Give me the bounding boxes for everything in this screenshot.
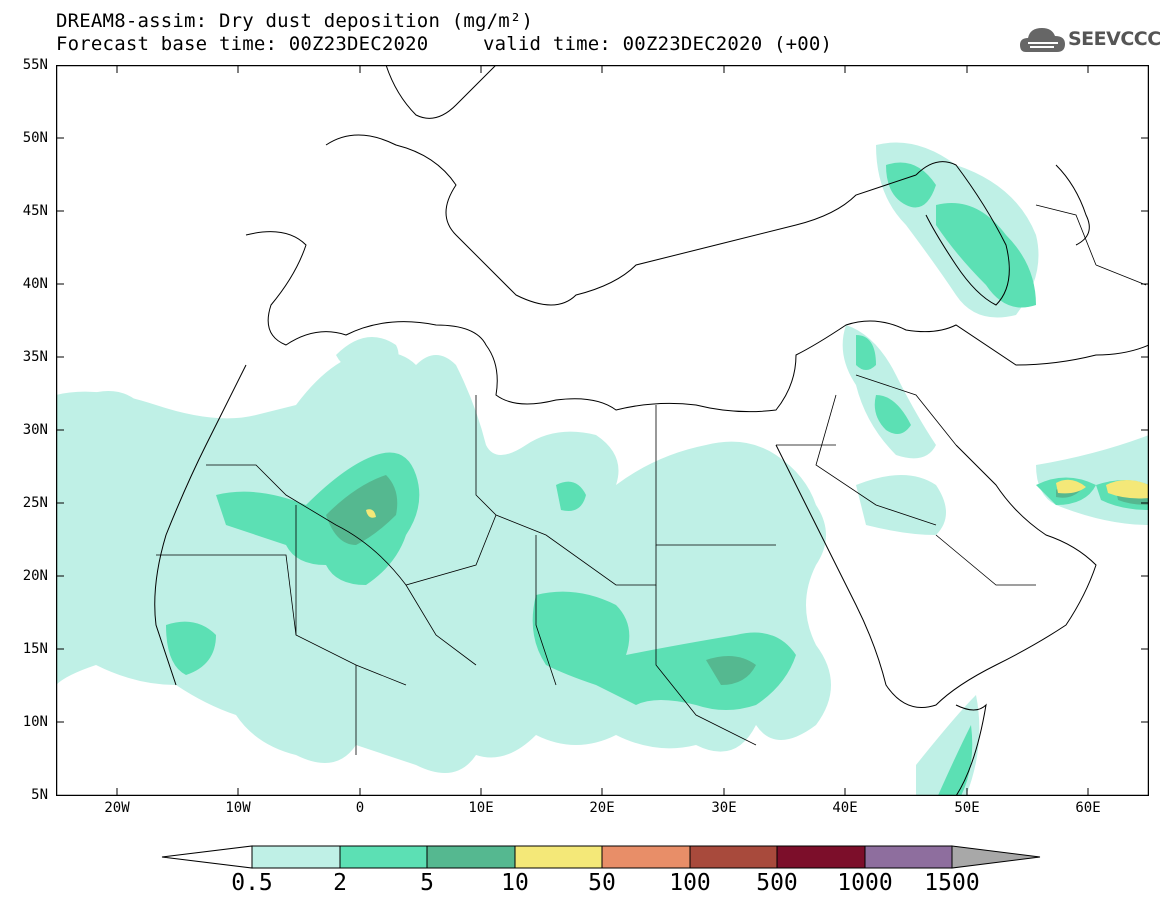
lon-label: 10E — [468, 800, 494, 816]
country-borders — [156, 204, 1147, 755]
lat-label: 50N — [22, 130, 48, 146]
colorbar-label: 0.5 — [231, 870, 273, 896]
forecast-base-time: Forecast base time: 00Z23DEC2020 — [56, 33, 429, 55]
lat-label: 30N — [22, 422, 48, 438]
colorbar-label: 2 — [333, 870, 347, 896]
colorbar-bin — [251, 845, 341, 869]
colorbar-bin — [689, 845, 778, 869]
logo-text: SEEVCCC — [1068, 28, 1161, 50]
colorbar-label: 100 — [669, 870, 711, 896]
lon-label: 50E — [954, 800, 980, 816]
lon-label: 30E — [711, 800, 737, 816]
map-frame — [56, 65, 1149, 796]
lon-label: 40E — [832, 800, 858, 816]
colorbar-low-arrow — [161, 845, 253, 869]
map-area — [56, 65, 1149, 796]
colorbar-high-arrow — [951, 845, 1041, 869]
colorbar-label: 50 — [588, 870, 616, 896]
colorbar-label: 1000 — [837, 870, 893, 896]
lon-label: 10W — [225, 800, 251, 816]
colorbar-bin — [426, 845, 516, 869]
colorbar-bin — [514, 845, 603, 869]
cloud-icon — [1020, 28, 1065, 52]
lat-label: 40N — [22, 276, 48, 292]
colorbar-label: 1500 — [924, 870, 980, 896]
lon-label: 60E — [1075, 800, 1101, 816]
colorbar-bin — [864, 845, 953, 869]
lat-label: 45N — [22, 203, 48, 219]
map-title: DREAM8-assim: Dry dust deposition (mg/m²… — [56, 10, 534, 32]
axis-ticks — [56, 65, 1149, 796]
colorbar-bin — [776, 845, 866, 869]
lat-label: 15N — [22, 641, 48, 657]
lat-label: 35N — [22, 349, 48, 365]
lat-label: 5N — [31, 787, 48, 803]
lon-label: 20E — [589, 800, 615, 816]
valid-time: valid time: 00Z23DEC2020 (+00) — [483, 33, 833, 55]
lat-label: 20N — [22, 568, 48, 584]
lat-label: 55N — [22, 57, 48, 73]
lon-label: 20W — [104, 800, 130, 816]
deposition-level-10 — [366, 479, 1149, 518]
colorbar-bin — [601, 845, 691, 869]
coastlines — [154, 65, 1149, 796]
colorbar-bin — [339, 845, 428, 869]
seevccc-logo: SEEVCCC — [1018, 24, 1161, 58]
lat-label: 25N — [22, 495, 48, 511]
colorbar-label: 500 — [756, 870, 798, 896]
colorbar-label: 10 — [501, 870, 529, 896]
lon-label: 0 — [355, 800, 365, 816]
lat-label: 10N — [22, 714, 48, 730]
colorbar-label: 5 — [420, 870, 434, 896]
colorbar — [161, 845, 1041, 869]
